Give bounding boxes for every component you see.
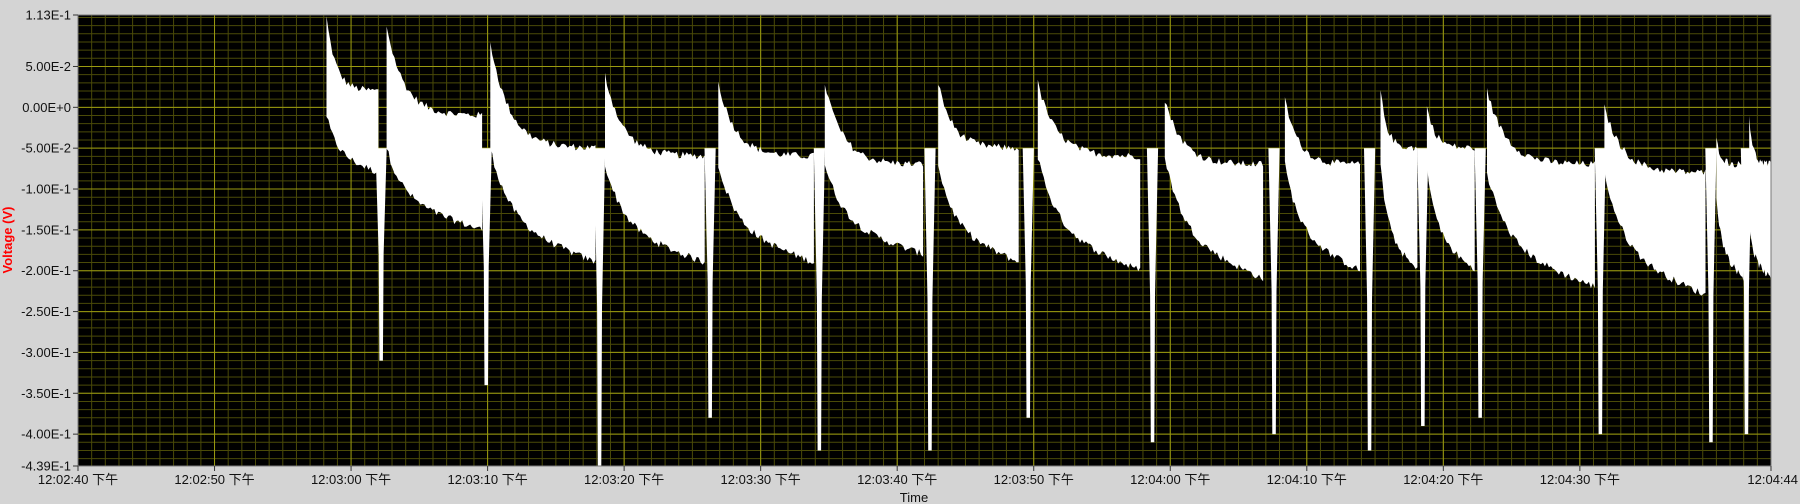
y-tick-label: 5.00E-2 xyxy=(25,59,71,74)
trace-dip xyxy=(1474,148,1486,418)
voltage-trace xyxy=(326,16,1771,466)
x-tick-label: 12:03:00 下午 xyxy=(311,472,391,487)
trace-dip xyxy=(924,148,936,451)
x-tick-label: 12:04:44 xyxy=(1747,472,1798,487)
y-tick-label: -2.50E-1 xyxy=(21,304,71,319)
y-tick-label: -2.00E-1 xyxy=(21,263,71,278)
x-axis-title: Time xyxy=(900,490,928,504)
y-tick-label: -5.00E-2 xyxy=(21,141,71,156)
trace-band xyxy=(490,42,596,264)
x-tick-label: 12:04:00 下午 xyxy=(1130,472,1210,487)
y-axis: 1.13E-1 5.00E-2 0.00E+0 -5.00E-2 -1.00E-1 -1.… xyxy=(21,8,78,474)
trace-band xyxy=(1037,79,1141,272)
trace-band xyxy=(938,85,1019,263)
trace-band xyxy=(1380,90,1418,269)
x-axis: 12:02:40 下午 12:02:50 下午 12:03:00 下午 12:03:1… xyxy=(38,466,1798,487)
y-tick-label: 0.00E+0 xyxy=(22,100,71,115)
trace-dip xyxy=(1705,148,1717,443)
x-tick-label: 12:03:50 下午 xyxy=(994,472,1074,487)
trace-dip xyxy=(1740,148,1752,435)
y-axis-title: Voltage (V) xyxy=(0,207,15,274)
trace-band xyxy=(1487,88,1595,289)
minor-grid xyxy=(77,15,1772,466)
y-tick-label: -1.00E-1 xyxy=(21,182,71,197)
x-tick-label: 12:03:10 下午 xyxy=(447,472,527,487)
trace-band xyxy=(1716,137,1744,282)
trace-band xyxy=(824,84,924,257)
x-tick-label: 12:02:40 下午 xyxy=(38,472,118,487)
trace-dip xyxy=(1364,148,1376,451)
x-tick-label: 12:02:50 下午 xyxy=(174,472,254,487)
y-tick-label: -4.39E-1 xyxy=(21,459,71,474)
trace-band xyxy=(1164,102,1264,282)
trace-band xyxy=(1284,97,1360,272)
x-tick-label: 12:04:20 下午 xyxy=(1403,472,1483,487)
trace-band xyxy=(605,72,705,265)
y-tick-label: -3.00E-1 xyxy=(21,345,71,360)
trace-dip xyxy=(813,148,825,451)
trace-band xyxy=(718,81,814,264)
plot-border xyxy=(77,14,1772,467)
trace-dip xyxy=(1146,148,1159,443)
y-tick-label: -1.50E-1 xyxy=(21,222,71,237)
y-tick-label: 1.13E-1 xyxy=(25,8,71,23)
trace-dip xyxy=(594,148,606,466)
x-tick-label: 12:04:10 下午 xyxy=(1267,472,1347,487)
x-tick-label: 12:03:40 下午 xyxy=(857,472,937,487)
trace-band xyxy=(1749,115,1771,280)
x-tick-label: 12:04:30 下午 xyxy=(1540,472,1620,487)
trace-band xyxy=(326,16,379,175)
y-tick-label: -3.50E-1 xyxy=(21,386,71,401)
trace-dip xyxy=(375,148,387,361)
trace-band xyxy=(1604,104,1706,296)
y-tick-label: -4.00E-1 xyxy=(21,427,71,442)
trace-dip xyxy=(1268,148,1280,435)
trace-band xyxy=(386,26,483,231)
trace-dip xyxy=(480,148,492,386)
x-tick-label: 12:03:30 下午 xyxy=(721,472,801,487)
trace-dip xyxy=(1594,148,1606,435)
trace-dip xyxy=(1417,148,1429,426)
trace-dip xyxy=(1022,148,1034,418)
trace-dip xyxy=(704,148,716,418)
x-tick-label: 12:03:20 下午 xyxy=(584,472,664,487)
trace-band xyxy=(1426,106,1475,272)
